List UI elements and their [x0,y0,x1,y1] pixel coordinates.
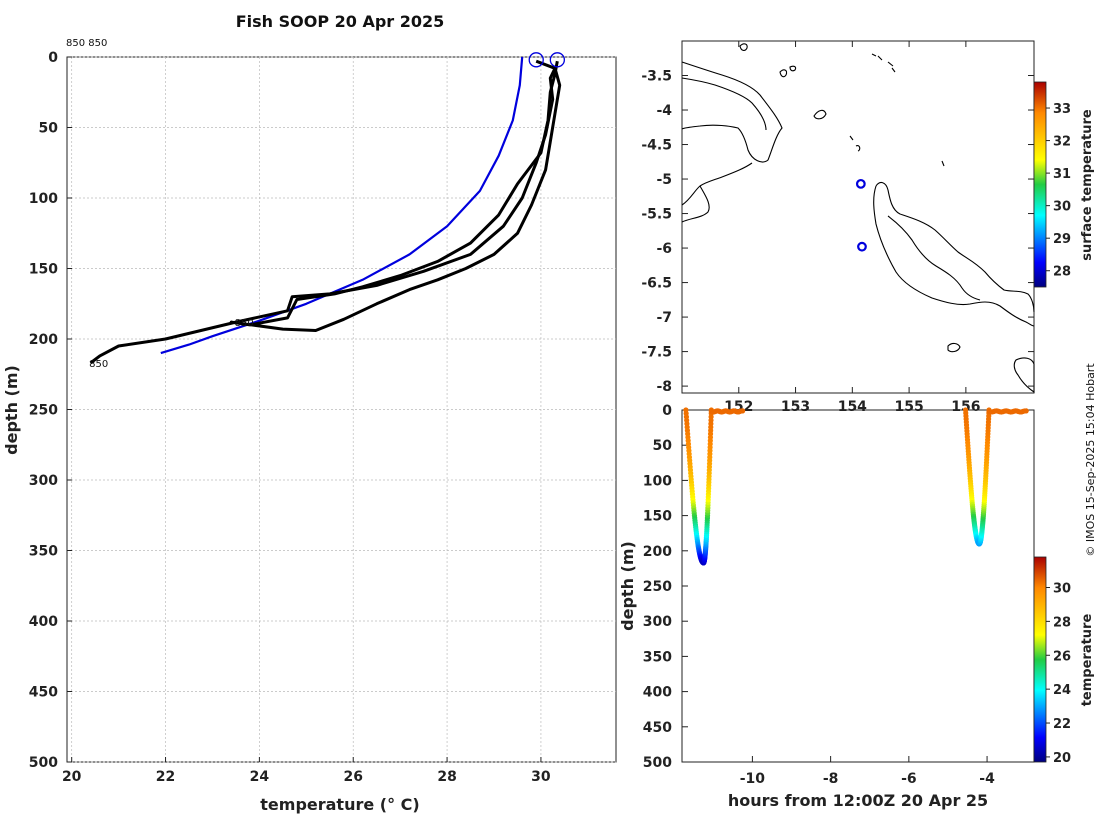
start-marker [528,52,544,68]
map-lon-label: 156 [951,399,980,415]
surface-temperature-colorbar-label: surface temperature [1080,109,1095,261]
colorbar-tick-label: 28 [1053,265,1071,280]
start-marker [549,52,565,68]
x-axis-label: temperature (° C) [260,795,419,814]
td-y-tick-label: 50 [653,438,673,454]
td-y-tick-label: 0 [662,403,672,419]
td-y-tick-label: 450 [643,720,672,736]
surface-temperature-colorbar [1033,81,1047,288]
profile-label: 850 [235,318,254,329]
td-x-tick-label: -8 [823,771,839,787]
td-x-tick-label: -10 [740,771,766,787]
y-tick-label: 150 [29,262,58,278]
chart-title: Fish SOOP 20 Apr 2025 [236,12,445,31]
colorbar-tick-label: 20 [1053,751,1071,766]
map-lat-label: -7 [656,310,672,326]
map-lat-label: -6.5 [641,276,672,292]
x-tick-label: 24 [250,769,270,785]
td-y-tick-label: 200 [643,544,672,560]
y-tick-label: 500 [29,755,58,771]
td-y-tick-label: 500 [643,755,672,771]
td-y-tick-label: 300 [643,614,672,630]
td-y-tick-label: 100 [643,473,672,489]
y-tick-label: 450 [29,685,58,701]
td-y-tick-label: 400 [643,685,672,701]
time-depth-frame [681,409,1035,763]
map-lon-label: 154 [838,399,867,415]
series-climatology [160,56,524,355]
colorbar-tick-label: 28 [1053,615,1071,630]
series-profile-2 [229,60,562,332]
y-tick-label: 100 [29,191,58,207]
map-lat-label: -5.5 [641,207,672,223]
colorbar-tick-label: 26 [1053,649,1071,664]
temperature-colorbar-label: temperature [1080,614,1095,707]
temperature-colorbar [1033,556,1047,763]
map-lat-label: -7.5 [641,345,672,361]
x-tick-label: 30 [531,769,551,785]
map-lon-label: 153 [781,399,810,415]
y-tick-label: 200 [29,332,58,348]
time-axis-label: hours from 12:00Z 20 Apr 25 [728,791,988,810]
cast-location [855,178,866,189]
td-x-tick-label: -4 [979,771,995,787]
series-profile-1 [89,59,557,365]
profile-label: 850 [89,359,108,370]
cast-location [857,241,867,252]
colorbar-tick-label: 31 [1053,167,1071,182]
td-y-tick-label: 150 [643,509,672,525]
colorbar-tick-label: 30 [1053,581,1071,596]
map-frame [681,40,1035,394]
map-lat-label: -4 [656,103,672,119]
td-x-tick-label: -6 [901,771,917,787]
surface-sample [740,408,746,414]
colorbar-tick-label: 24 [1053,683,1071,698]
y-axis-label: depth (m) [2,365,21,455]
colorbar-tick-label: 22 [1053,717,1071,732]
map-lat-label: -4.5 [641,138,672,154]
y-tick-label: 350 [29,544,58,560]
top-label: 850 850 [66,38,107,49]
time-depth-y-label: depth (m) [618,541,637,631]
colorbar-tick-label: 29 [1053,232,1071,247]
x-tick-label: 26 [343,769,362,785]
x-tick-label: 22 [156,769,175,785]
y-tick-label: 300 [29,473,58,489]
td-y-tick-label: 350 [643,649,672,665]
map-lat-label: -5 [656,172,672,188]
colorbar-tick-label: 30 [1053,200,1071,215]
profile-panel: 20 22 24 26 28 300501001502002503003504004505… [2,50,617,814]
y-tick-label: 400 [29,614,58,630]
colorbar-tick-label: 32 [1053,135,1071,150]
surface-sample [1023,408,1029,414]
x-tick-label: 28 [437,769,456,785]
y-tick-label: 250 [29,403,58,419]
colorbar-tick-label: 33 [1053,102,1071,117]
map-lat-label: -6 [656,241,672,257]
y-tick-label: 0 [48,50,58,66]
td-y-tick-label: 250 [643,579,672,595]
coastline [681,43,1035,394]
map-lat-label: -3.5 [641,69,672,85]
x-tick-label: 20 [62,769,82,785]
y-tick-label: 50 [39,121,59,137]
map-lon-label: 155 [894,399,923,415]
map-lat-label: -8 [656,379,672,395]
credit-text: © IMOS 15-Sep-2025 15:04 Hobart [1084,363,1097,557]
